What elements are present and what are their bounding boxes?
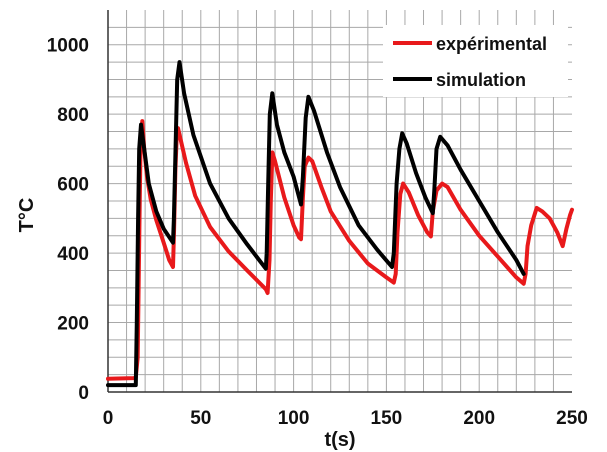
x-tick-label: 0 xyxy=(103,408,114,429)
x-tick-label: 150 xyxy=(371,408,403,429)
legend: expérimental simulation xyxy=(383,25,568,97)
data-series xyxy=(106,60,574,388)
legend-label-experimental: expérimental xyxy=(436,34,547,54)
y-tick-label: 0 xyxy=(78,383,89,404)
x-tick-label: 50 xyxy=(190,408,211,429)
plot-frame xyxy=(107,10,572,393)
y-tick-label: 200 xyxy=(57,314,89,335)
x-tick-label: 200 xyxy=(463,408,495,429)
y-tick-label: 800 xyxy=(57,105,89,126)
legend-label-simulation: simulation xyxy=(436,70,526,90)
y-tick-label: 600 xyxy=(57,175,89,196)
y-tick-label: 1000 xyxy=(47,36,89,57)
y-axis-title: T°C xyxy=(16,198,38,233)
x-tick-label: 250 xyxy=(556,408,588,429)
series-line-simulation xyxy=(106,60,526,388)
tick-labels: 0 50 100 150 200 250 0 200 400 600 800 1000 xyxy=(47,36,588,429)
legend-box xyxy=(383,25,568,97)
x-axis-title: t(s) xyxy=(324,429,355,451)
y-tick-label: 400 xyxy=(57,244,89,265)
x-tick-label: 100 xyxy=(278,408,310,429)
